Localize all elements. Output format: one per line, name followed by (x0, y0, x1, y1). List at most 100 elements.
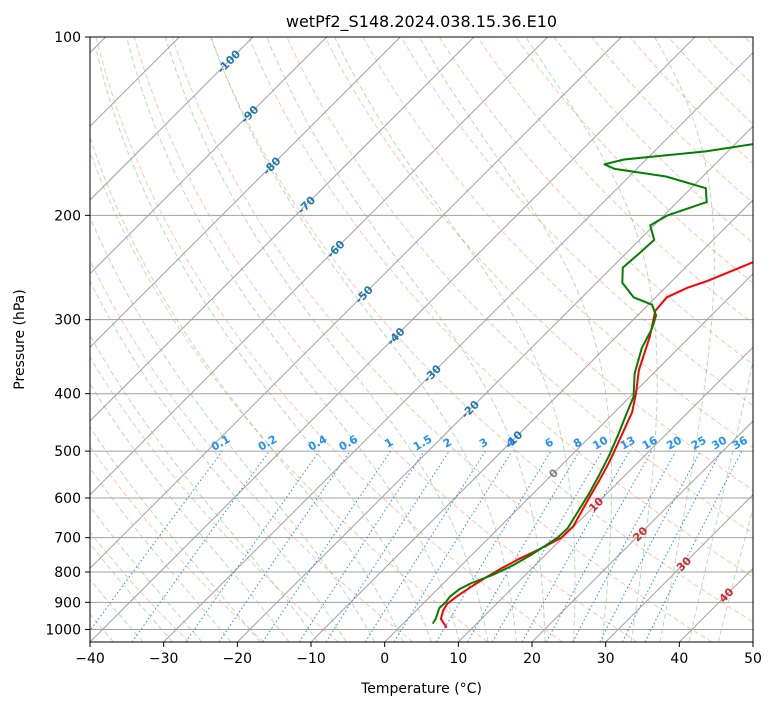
mixing-ratio-line (621, 450, 722, 642)
y-tick-label: 500 (54, 444, 81, 460)
moist-adiabat (164, 37, 489, 642)
mixing-ratio-label: 0.2 (256, 433, 279, 454)
dry-adiabat (90, 445, 264, 642)
x-tick-label: 30 (597, 651, 615, 667)
background-lines (90, 37, 753, 642)
chart-title: wetPf2_S148.2024.038.15.36.E10 (286, 12, 557, 32)
isotherm-line (90, 37, 328, 275)
mixing-ratio-labels: 0.1 0.2 0.4 0.6 1 1.5 2 3 4 6 8 10 13 16 20 25 30 36 (209, 432, 750, 453)
isotherm-label: -100 (215, 47, 244, 76)
mixing-ratio-label: 6 (543, 435, 556, 450)
mixing-ratio-line (131, 450, 270, 642)
profile-lines (432, 143, 753, 628)
moist-adiabat (525, 37, 658, 642)
isotherm-label: -70 (295, 193, 318, 216)
mixing-ratio-label: 10 (591, 433, 611, 452)
y-axis-label: Pressure (hPa) (12, 289, 28, 389)
dry-adiabat (286, 37, 753, 534)
isotherm-label: -80 (260, 154, 283, 177)
isotherm-line (90, 37, 622, 570)
x-tick-label: −10 (296, 651, 326, 667)
mixing-ratio-label: 0.4 (306, 432, 330, 453)
temperature-line (439, 261, 753, 628)
mixing-ratio-label: 16 (640, 433, 660, 452)
isotherm-line (457, 346, 753, 642)
isotherm-line (163, 51, 753, 642)
x-tick-label: −30 (149, 651, 179, 667)
dry-adiabat (90, 356, 339, 642)
mixing-ratio-line (521, 450, 630, 642)
isotherm-line (90, 37, 696, 642)
x-tick-label: −20 (223, 651, 253, 667)
dry-adiabat (706, 37, 753, 86)
moist-adiabat (90, 542, 173, 642)
x-tick-label: 40 (670, 651, 688, 667)
moist-adiabat (90, 135, 404, 642)
moist-adiabat (90, 382, 290, 642)
mixing-ratio-line (599, 450, 701, 642)
mixing-ratio-label: 20 (664, 433, 684, 452)
moist-adiabat (717, 506, 753, 642)
mixing-ratio-label: 30 (709, 433, 729, 452)
isotherm-label: -50 (353, 283, 376, 306)
mixing-ratio-line (298, 450, 425, 642)
mixing-ratio-line (185, 450, 320, 642)
moist-adiabat (266, 37, 546, 642)
moist-adiabat (654, 37, 715, 642)
moist-adiabat (90, 279, 347, 642)
dry-adiabat (477, 37, 753, 325)
moist-adiabat (90, 467, 232, 642)
dry-adiabat (210, 37, 753, 623)
y-tick-label: 900 (54, 595, 81, 611)
isotherm-line (90, 37, 401, 349)
y-tick-label: 800 (54, 565, 81, 581)
mixing-ratio-label: 3 (477, 436, 490, 451)
dry-adiabat (553, 37, 753, 244)
mixing-ratio-line (393, 450, 513, 642)
y-tick-label: 200 (54, 208, 81, 224)
plot-frame (89, 36, 754, 643)
dry-adiabat (744, 37, 753, 47)
dry-adiabat (668, 37, 753, 125)
mixing-ratio-line (90, 450, 223, 632)
isotherm-line (752, 641, 753, 642)
x-tick-label: 20 (523, 651, 541, 667)
moist-adiabat (90, 578, 144, 642)
mixing-ratio-label: 1.5 (411, 433, 434, 454)
moist-adiabat (95, 49, 432, 642)
isotherm-line (90, 37, 549, 496)
moist-adiabat (90, 505, 203, 642)
x-axis: −40 −30 −20 −10 0 10 20 30 40 50 (75, 642, 762, 667)
dry-adiabat (400, 37, 753, 407)
isotherm-line (90, 37, 475, 422)
isotherm-line (678, 567, 753, 642)
mixing-ratio-label: 0.1 (209, 433, 232, 454)
isotherm-line (384, 272, 753, 642)
dry-adiabat (362, 37, 753, 449)
mixing-ratio-line (218, 450, 351, 642)
y-tick-label: 100 (54, 30, 81, 46)
dry-adiabat (95, 37, 563, 642)
mixing-ratio-line (545, 450, 653, 642)
y-axis: 100 200 300 400 500 600 700 800 900 1000 (45, 30, 90, 638)
dry-adiabat (171, 37, 712, 642)
x-tick-label: 0 (380, 651, 389, 667)
isotherm-line (531, 420, 753, 642)
moist-adiabat (90, 215, 376, 642)
y-tick-label: 300 (54, 313, 81, 329)
y-tick-label: 400 (54, 387, 81, 403)
moist-adiabat (334, 37, 576, 642)
isotherm-line (236, 125, 753, 642)
x-tick-label: 10 (449, 651, 467, 667)
moist-adiabat (90, 426, 261, 642)
mixing-ratio-label: 1 (382, 436, 395, 451)
moist-adiabat (688, 358, 753, 642)
x-axis-label: Temperature (°C) (360, 681, 482, 697)
isotherm-line (310, 199, 753, 642)
x-tick-label: −40 (75, 651, 105, 667)
mixing-ratio-label: 25 (689, 434, 709, 453)
moist-adiabat (210, 37, 517, 642)
dry-adiabat (90, 531, 190, 642)
